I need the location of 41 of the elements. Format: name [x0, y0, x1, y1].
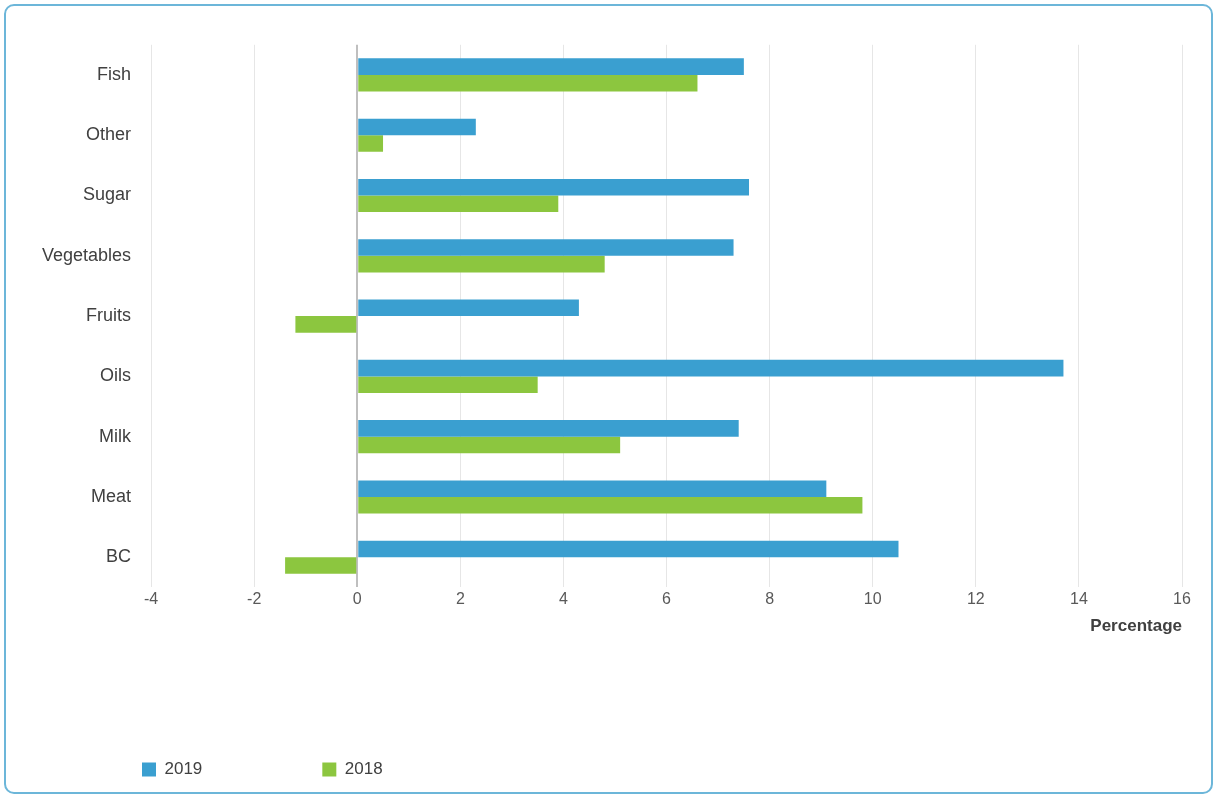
bar: [358, 58, 744, 75]
x-tick-label: 4: [558, 590, 568, 608]
bar: [358, 420, 739, 437]
x-tick-label: 16: [1173, 590, 1191, 608]
bar: [358, 480, 827, 497]
x-tick-label: 2: [455, 590, 465, 608]
bar: [358, 74, 698, 92]
bar: [358, 540, 899, 558]
y-tick-label: Milk: [99, 425, 133, 446]
y-tick-label: Oils: [100, 365, 132, 386]
bar: [358, 359, 1064, 377]
x-axis-title: Percentage: [1090, 616, 1182, 636]
y-tick-label: Vegetables: [42, 244, 132, 265]
bar: [358, 135, 384, 152]
bar: [358, 376, 538, 393]
x-tick-label: 8: [765, 590, 775, 608]
legend-label: 2019: [164, 759, 203, 779]
x-tick-label: 14: [1070, 590, 1088, 608]
x-tick-label: 0: [352, 590, 362, 608]
bar: [358, 118, 476, 136]
x-tick-label: 12: [966, 590, 985, 608]
legend-label: 2018: [344, 759, 383, 779]
bar: [358, 178, 750, 196]
bar: [358, 239, 734, 256]
bar: [358, 436, 621, 454]
x-tick-label: -2: [247, 590, 262, 608]
x-tick-label: 6: [662, 590, 672, 608]
bar: [358, 299, 579, 317]
y-tick-label: Meat: [91, 485, 132, 506]
y-tick-label: Fruits: [86, 305, 132, 326]
y-tick-label: BC: [106, 546, 132, 567]
bar: [358, 195, 559, 213]
bar: [358, 255, 605, 273]
y-tick-label: Fish: [97, 63, 132, 84]
y-tick-label: Sugar: [83, 184, 132, 205]
y-tick-label: Other: [86, 124, 132, 145]
x-tick-label: -4: [143, 590, 159, 608]
bar: [295, 316, 357, 333]
x-tick-label: 10: [863, 590, 882, 608]
bar: [358, 496, 863, 514]
bar: [285, 557, 357, 574]
